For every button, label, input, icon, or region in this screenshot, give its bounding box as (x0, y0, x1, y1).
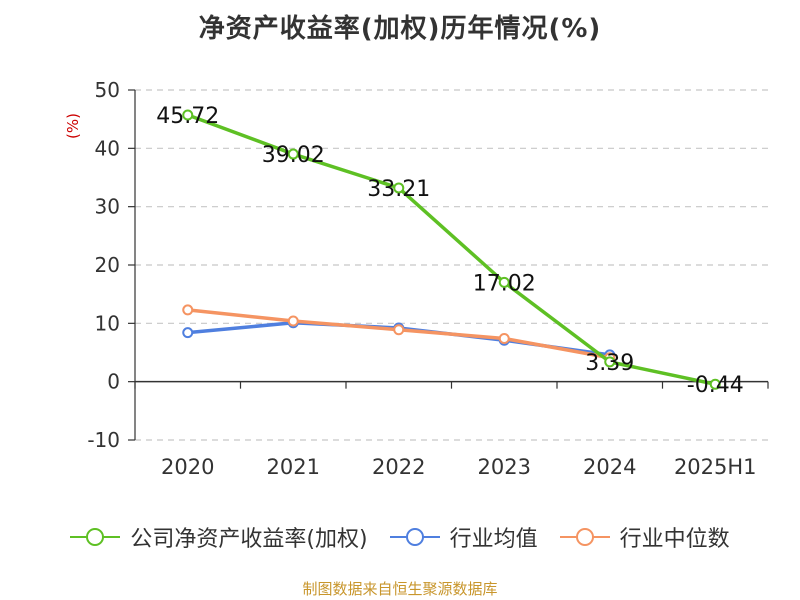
y-axis-label: (%) (64, 113, 82, 139)
data-labels: 45.72 39.02 33.21 17.02 3.39 -0.44 (156, 104, 743, 398)
legend-item-industry-median[interactable]: 行业中位数 (559, 521, 730, 553)
y-tick-label: 20 (95, 253, 120, 277)
y-tick-label: 10 (95, 311, 120, 335)
data-label: 33.21 (367, 177, 430, 202)
data-point (182, 304, 194, 316)
data-point (604, 356, 616, 368)
legend-label: 行业均值 (449, 527, 538, 552)
x-tick-label: 2022 (372, 455, 425, 479)
data-point (709, 378, 721, 390)
legend: 公司净资产收益率(加权) 行业均值 行业中位数 (0, 520, 800, 554)
y-tick-label: -10 (87, 428, 120, 452)
source-note: 制图数据来自恒生聚源数据库 (302, 580, 498, 598)
data-point (182, 109, 194, 121)
x-tick-label: 2024 (583, 455, 636, 479)
data-label: 3.39 (585, 351, 634, 376)
y-tick-label: 0 (107, 370, 120, 394)
legend-marker-blue (389, 527, 440, 547)
x-tick-label: 2020 (161, 455, 214, 479)
x-tick-label: 2021 (267, 455, 320, 479)
legend-marker-green (70, 527, 121, 547)
data-point (498, 333, 510, 344)
legend-item-industry-mean[interactable]: 行业均值 (389, 521, 538, 553)
data-point (393, 324, 405, 336)
legend-label: 公司净资产收益率(加权) (130, 527, 368, 552)
y-tick-label: 50 (95, 78, 120, 102)
series-lines (182, 109, 721, 390)
axes: 50 40 30 20 10 0 -10 2020 2021 2022 2023 2024 2025H1 (87, 78, 769, 479)
data-label: 39.02 (262, 143, 325, 168)
data-label: 45.72 (156, 104, 219, 129)
data-point (287, 148, 299, 160)
chart-title: 净资产收益率(加权)历年情况(%) (198, 14, 602, 44)
data-point (498, 276, 510, 288)
data-point (287, 315, 299, 327)
data-point (182, 327, 194, 339)
data-point (393, 182, 405, 194)
y-tick-label: 40 (95, 136, 120, 160)
x-tick-label: 2025H1 (674, 455, 757, 479)
legend-item-company-roe[interactable]: 公司净资产收益率(加权) (70, 521, 368, 553)
x-tick-label: 2023 (478, 455, 531, 479)
data-label: -0.44 (687, 373, 744, 398)
legend-label: 行业中位数 (619, 527, 730, 552)
data-label: 17.02 (473, 271, 536, 296)
series-line (187, 113, 716, 386)
legend-marker-orange (559, 527, 610, 547)
y-tick-label: 30 (95, 195, 120, 219)
